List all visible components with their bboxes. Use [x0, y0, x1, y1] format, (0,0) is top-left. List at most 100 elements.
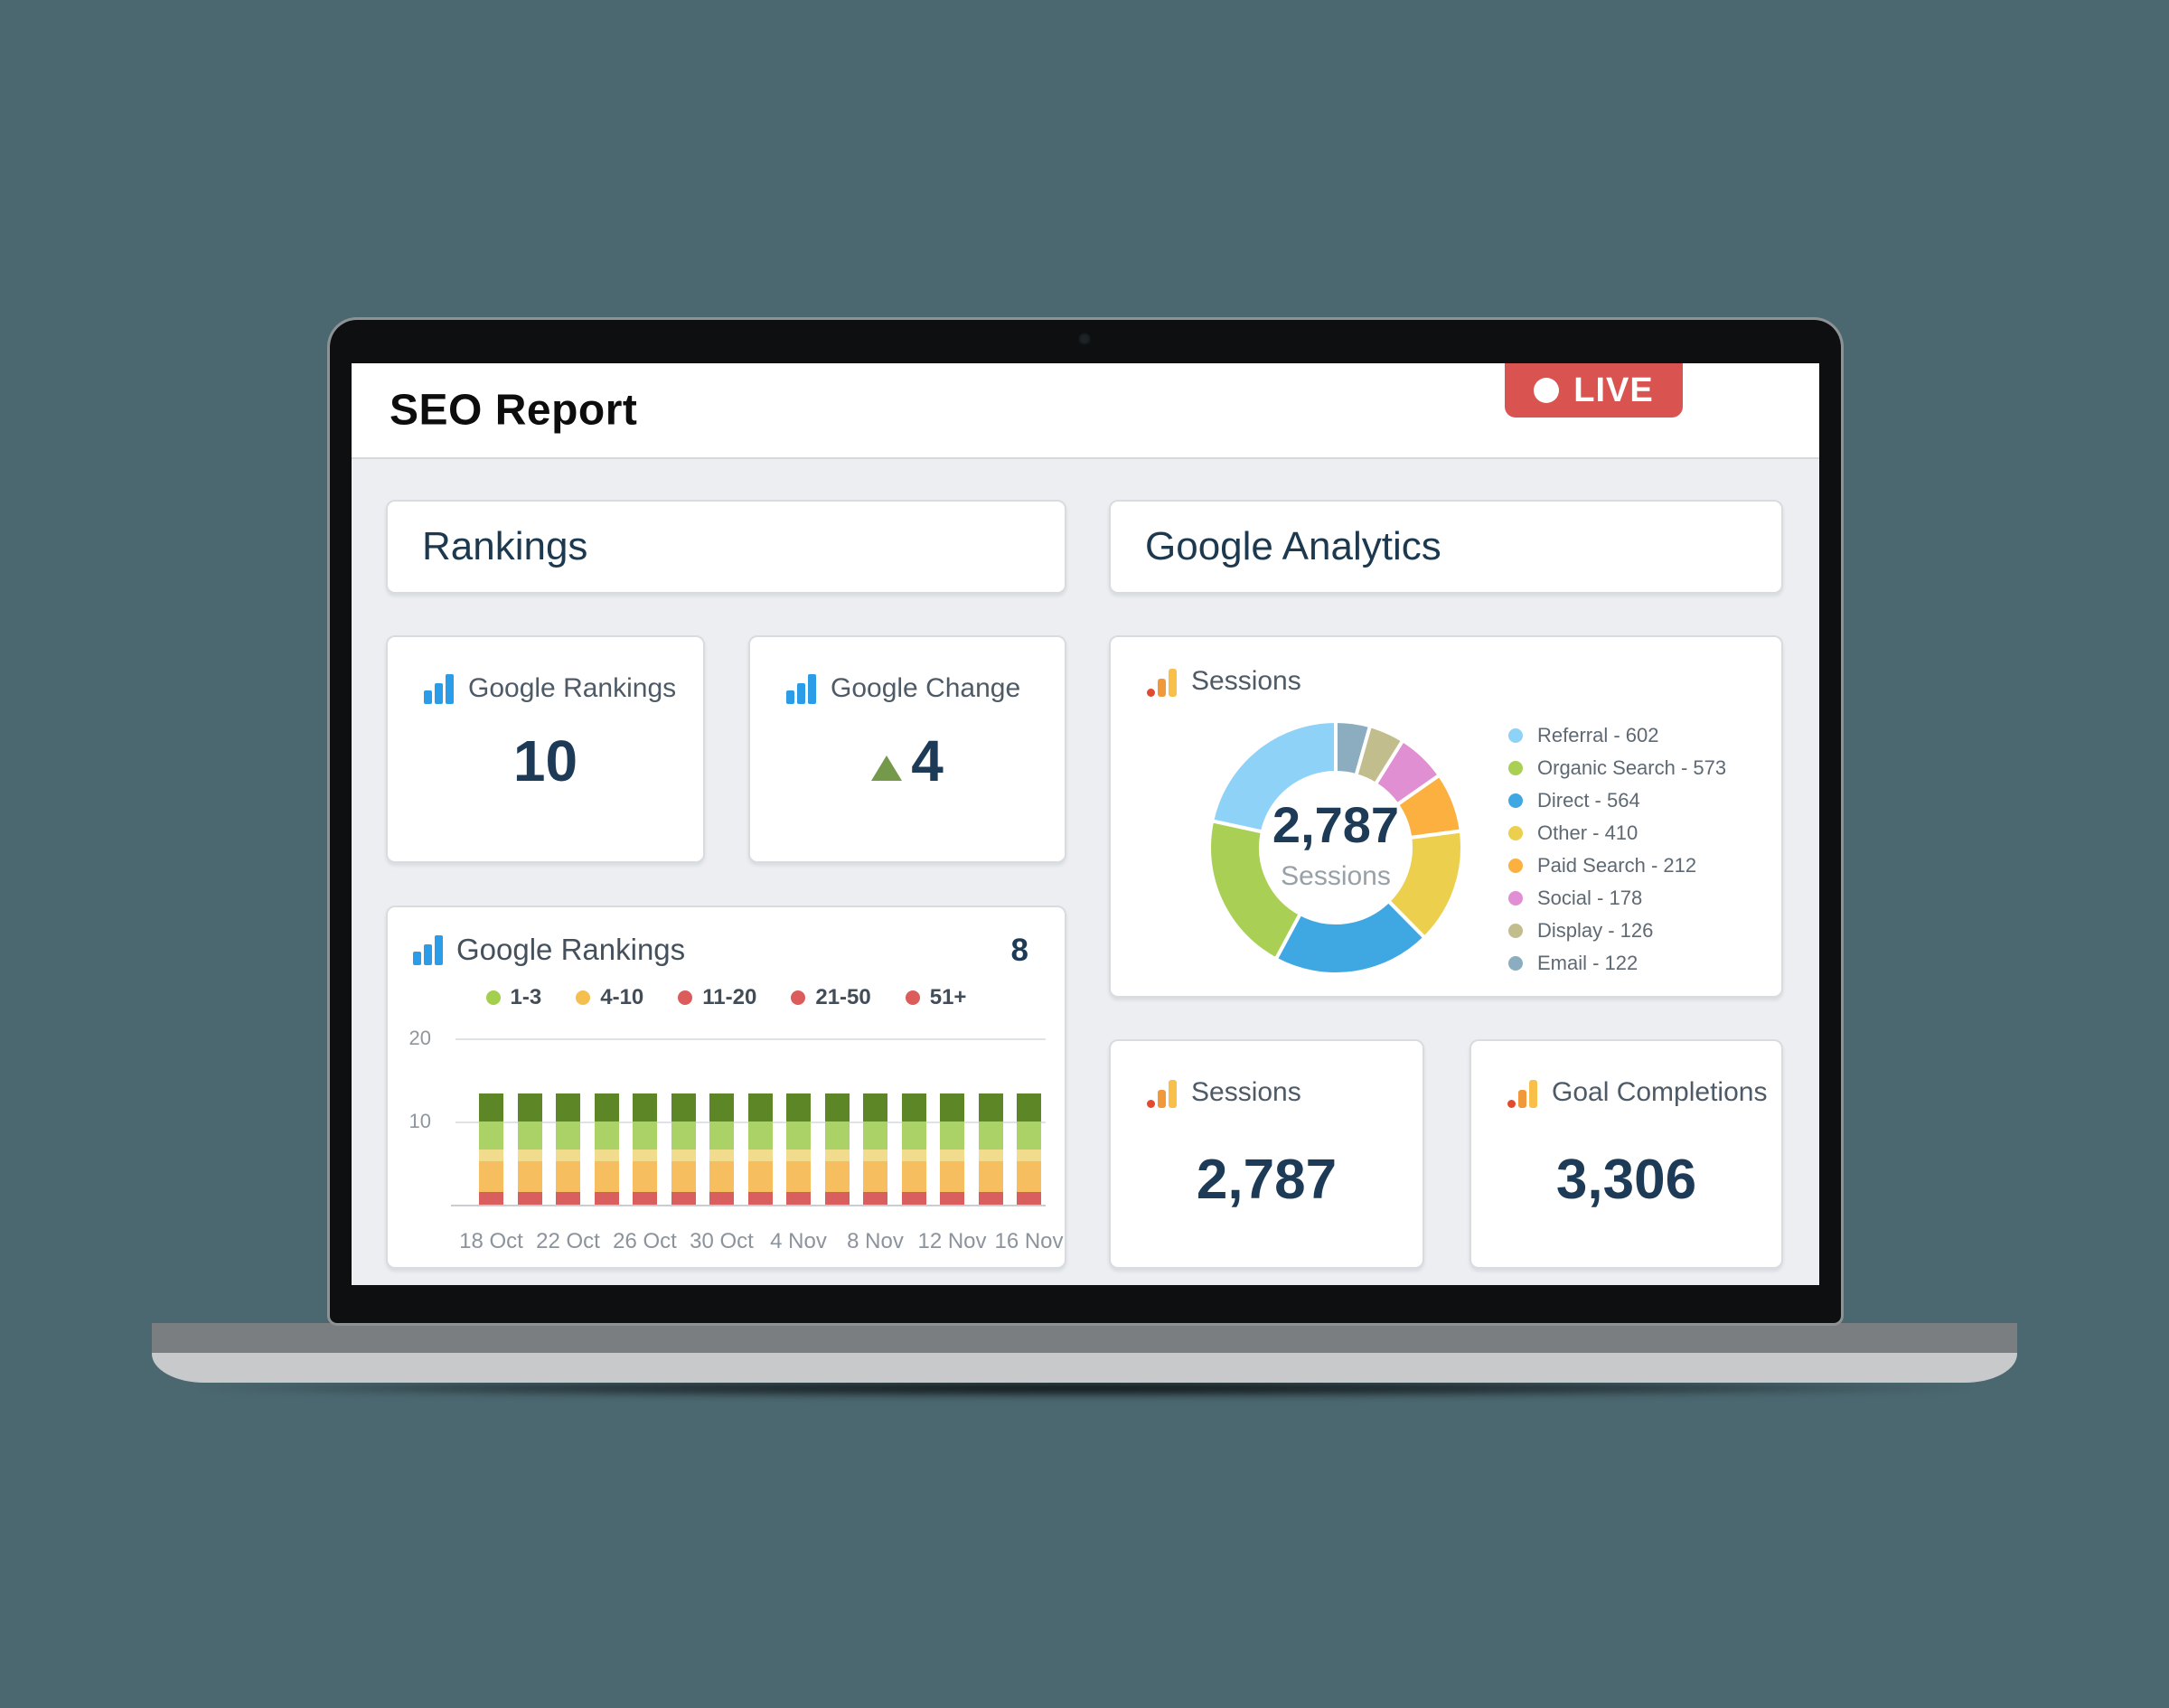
bar-segment-1-3 — [978, 1093, 1003, 1122]
stacked-bar — [863, 1093, 887, 1205]
section-title-rankings: Rankings — [422, 524, 588, 568]
bar-segment-21-50 — [786, 1161, 811, 1193]
live-badge: LIVE — [1505, 363, 1683, 418]
x-axis-tick: 8 Nov — [847, 1229, 904, 1253]
section-title-google-analytics: Google Analytics — [1145, 524, 1441, 568]
legend-item-Organic Search[interactable]: Organic Search - 573 — [1508, 756, 1726, 780]
bar-segment-1-3 — [824, 1093, 850, 1122]
bar-segment-4-10 — [863, 1121, 887, 1150]
bar-segment-4-10 — [747, 1121, 773, 1150]
bar-segment-1-3 — [940, 1093, 964, 1122]
bar-chart-legend: 1-3 4-10 11-20 21-50 51+ — [388, 985, 1065, 1010]
stat-value: 10 — [512, 728, 578, 793]
x-axis-tick: 16 Nov — [994, 1229, 1064, 1253]
google-analytics-icon — [1507, 1079, 1537, 1108]
legend-item-Email[interactable]: Email - 122 — [1508, 952, 1638, 975]
legend-item-Referral[interactable]: Referral - 602 — [1508, 724, 1659, 747]
sessions-donut-card: Sessions 2,787 Sessions Referral - 602 Or… — [1109, 635, 1783, 998]
x-axis-tick: 26 Oct — [613, 1229, 677, 1253]
bar-segment-21-50 — [901, 1161, 926, 1193]
bar-segment-4-10 — [633, 1121, 657, 1150]
stat-value-with-trend: 4 — [750, 727, 1065, 794]
chart-card-header: Sessions — [1147, 666, 1301, 697]
bar-segment-51+ — [633, 1192, 657, 1205]
legend-label: 1-3 — [510, 985, 542, 1009]
stat-label: Google Change — [831, 673, 1021, 703]
bar-segment-21-50 — [517, 1161, 542, 1193]
bar-segment-21-50 — [824, 1161, 850, 1193]
y-axis-tick-20: 20 — [408, 1027, 431, 1049]
stat-card-header: Goal Completions — [1507, 1077, 1767, 1108]
webcam-icon — [1078, 333, 1091, 345]
legend-item-Social[interactable]: Social - 178 — [1508, 887, 1642, 910]
legend-label: Organic Search - 573 — [1537, 756, 1727, 779]
trend-up-icon — [871, 755, 903, 781]
donut-center-label: Sessions — [1281, 861, 1391, 891]
legend-item-51+[interactable]: 51+ — [905, 985, 967, 1010]
legend-item-Display[interactable]: Display - 126 — [1508, 919, 1653, 943]
bar-segment-4-10 — [824, 1121, 850, 1150]
legend-label: Referral - 602 — [1537, 724, 1659, 746]
bar-segment-11-20 — [747, 1150, 773, 1162]
bar-segment-21-50 — [633, 1161, 657, 1193]
legend-item-21-50[interactable]: 21-50 — [791, 985, 871, 1010]
bar-segment-1-3 — [901, 1093, 926, 1122]
donut-slice-Referral[interactable] — [1210, 719, 1338, 834]
bar-segment-1-3 — [556, 1093, 580, 1122]
legend-item-Paid Search[interactable]: Paid Search - 212 — [1508, 854, 1696, 877]
legend-dot — [1508, 728, 1523, 743]
chart-corner-value: 8 — [1010, 933, 1028, 968]
bar-segment-11-20 — [709, 1150, 734, 1162]
bar-segment-11-20 — [824, 1150, 850, 1162]
chart-title: Sessions — [1191, 666, 1301, 696]
bar-segment-4-10 — [786, 1121, 811, 1150]
y-axis-tick-10: 10 — [408, 1110, 431, 1132]
legend-item-4-10[interactable]: 4-10 — [576, 985, 643, 1010]
legend-item-11-20[interactable]: 11-20 — [678, 985, 756, 1010]
stacked-bar — [786, 1093, 811, 1205]
bar-segment-51+ — [594, 1192, 619, 1205]
x-axis-tick: 22 Oct — [536, 1229, 600, 1253]
bar-segment-11-20 — [517, 1150, 542, 1162]
bar-segment-1-3 — [671, 1093, 696, 1122]
stacked-bar — [633, 1093, 657, 1205]
google-analytics-icon — [1147, 1079, 1177, 1108]
bar-segment-11-20 — [594, 1150, 619, 1162]
donut-slice-Direct[interactable] — [1273, 899, 1427, 976]
legend-label: Email - 122 — [1537, 952, 1638, 974]
content-area: Rankings Google Analytics Google Ranking… — [352, 459, 1819, 1285]
legend-item-Direct[interactable]: Direct - 564 — [1508, 789, 1640, 812]
stacked-bar — [517, 1093, 542, 1205]
legend-label: 51+ — [929, 985, 967, 1009]
stacked-bar — [978, 1093, 1003, 1205]
legend-label: Social - 178 — [1537, 887, 1643, 909]
legend-dot — [1508, 891, 1523, 906]
legend-item-1-3[interactable]: 1-3 — [485, 985, 542, 1010]
bar-segment-4-10 — [978, 1121, 1003, 1150]
bar-segment-11-20 — [786, 1150, 811, 1162]
chart-title: Google Rankings — [456, 933, 686, 966]
bar-segment-51+ — [901, 1192, 926, 1205]
legend-item-Other[interactable]: Other - 410 — [1508, 821, 1638, 845]
legend-label: 21-50 — [815, 985, 871, 1009]
bar-segment-11-20 — [978, 1150, 1003, 1162]
legend-label: 4-10 — [600, 985, 644, 1009]
bar-segment-1-3 — [709, 1093, 734, 1122]
section-header-google-analytics: Google Analytics — [1109, 500, 1783, 594]
bar-segment-21-50 — [594, 1161, 619, 1193]
bar-segment-1-3 — [863, 1093, 887, 1122]
stat-card-header: Google Rankings — [424, 673, 676, 704]
x-axis-tick: 4 Nov — [770, 1229, 827, 1253]
bar-chart-icon — [786, 673, 816, 704]
bar-segment-4-10 — [940, 1121, 964, 1150]
bar-segment-11-20 — [479, 1150, 503, 1162]
stat-card-google-rankings: Google Rankings 10 — [386, 635, 705, 863]
laptop-screen: SEO Report LIVE Rankings Google Analytic… — [330, 320, 1841, 1323]
page-title: SEO Report — [390, 386, 638, 435]
bar-segment-21-50 — [556, 1161, 580, 1193]
google-analytics-icon — [1147, 668, 1177, 697]
stat-value: 3,306 — [1555, 1149, 1697, 1211]
bar-segment-11-20 — [633, 1150, 657, 1162]
legend-label: 11-20 — [702, 985, 757, 1009]
legend-dot — [1508, 826, 1523, 840]
